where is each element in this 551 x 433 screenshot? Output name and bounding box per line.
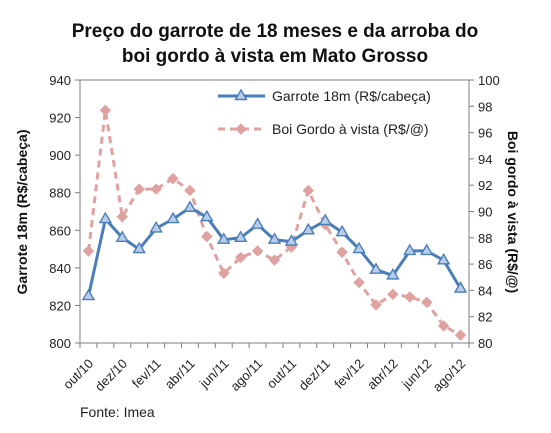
boi-gordo-point: [184, 184, 196, 197]
left-tick-label: 860: [49, 223, 71, 238]
boi-gordo-point: [234, 251, 247, 264]
garrote-point: [284, 234, 299, 246]
garrote-point: [369, 262, 383, 274]
x-tick-label: ago/12: [430, 356, 469, 395]
boi-gordo-point: [404, 291, 416, 303]
boi-gordo-point: [167, 172, 179, 185]
plot-frame: [79, 79, 470, 344]
chart-title-line-2: boi gordo à vista em Mato Grosso: [122, 46, 428, 67]
garrote-point: [403, 243, 417, 256]
x-tick-label: fev/11: [129, 356, 164, 391]
source-note: Fonte: Imea: [80, 404, 155, 420]
garrote-point: [453, 281, 468, 293]
left-tick-label: 840: [49, 261, 71, 276]
garrote-point: [250, 217, 265, 229]
right-axis-ticks: 80 82 84 86 88 90 92 94 96 98 100: [469, 73, 500, 351]
garrote-point: [115, 230, 129, 242]
boi-gordo-point: [133, 183, 145, 195]
boi-gordo-point: [218, 267, 230, 280]
x-tick-label: dez/11: [296, 356, 334, 394]
x-tick-label: dez/10: [92, 356, 130, 394]
left-axis-ticks: 800 820 840 860 880 900 920 940: [49, 73, 80, 351]
boi-gordo-point: [336, 246, 348, 258]
garrote-point: [352, 241, 366, 254]
boi-gordo-point: [353, 276, 365, 289]
right-tick-label: 80: [478, 336, 492, 351]
garrote-point: [233, 230, 248, 242]
boi-gordo-point: [387, 288, 399, 301]
garrote-point: [183, 200, 197, 212]
x-tick-label: out/10: [60, 356, 96, 392]
right-tick-label: 92: [478, 178, 492, 193]
x-tick-label: ago/11: [227, 356, 265, 394]
legend-garrote-marker: [234, 88, 248, 101]
right-tick-label: 84: [478, 283, 492, 298]
garrote-point: [217, 232, 231, 244]
boi-gordo-point: [437, 320, 450, 332]
x-tick-label: abr/11: [162, 356, 198, 392]
chart-title-line-1: Preço do garrote de 18 meses e da arroba…: [72, 21, 479, 42]
garrote-point: [98, 211, 113, 224]
left-tick-label: 820: [49, 298, 71, 313]
left-tick-label: 800: [49, 336, 71, 351]
right-tick-label: 90: [478, 205, 492, 220]
boi-gordo-point: [82, 245, 95, 257]
boi-gordo-point: [150, 183, 162, 195]
garrote-point: [166, 211, 180, 224]
right-tick-label: 94: [478, 152, 492, 167]
legend: Garrote 18m (R$/cabeça) Boi Gordo à vist…: [218, 88, 431, 137]
garrote-point: [132, 241, 146, 254]
x-tick-label: abr/12: [364, 356, 401, 393]
garrote-point: [335, 224, 349, 237]
garrote-point: [81, 288, 96, 301]
garrote-point: [318, 213, 332, 226]
boi-gordo-point: [201, 230, 213, 243]
legend-boi-marker: [235, 123, 247, 135]
x-tick-label: out/11: [264, 356, 299, 391]
boi-gordo-series-line: [87, 108, 462, 337]
left-tick-label: 880: [49, 186, 71, 201]
boi-gordo-point: [268, 254, 281, 266]
boi-gordo-point: [370, 299, 382, 311]
x-tick-label: jun/11: [196, 356, 232, 392]
garrote-point: [386, 267, 400, 280]
right-axis-title: Boi gordo à vista (R$/@): [505, 131, 521, 293]
x-tick-label: jun/12: [398, 356, 434, 392]
garrote-point: [301, 222, 316, 235]
plot-area: [79, 79, 470, 344]
boi-gordo-point: [116, 211, 128, 223]
right-tick-label: 88: [478, 231, 492, 246]
garrote-point: [267, 232, 282, 244]
boi-gordo-point: [454, 329, 467, 341]
boi-gordo-point: [421, 296, 433, 308]
right-tick-label: 86: [478, 257, 492, 272]
right-tick-label: 98: [478, 99, 492, 114]
garrote-point: [420, 243, 434, 256]
garrote-point: [436, 252, 451, 265]
garrote-point: [200, 209, 214, 222]
boi-gordo-point: [251, 245, 264, 257]
series-layer: [81, 104, 468, 341]
right-tick-label: 100: [478, 73, 500, 88]
left-axis-title: Garrote 18m (R$/cabeça): [14, 130, 30, 295]
boi-gordo-point: [302, 184, 315, 197]
boi-gordo-point: [99, 104, 112, 116]
right-tick-label: 82: [478, 310, 492, 325]
legend-boi-label: Boi Gordo à vista (R$/@): [272, 121, 429, 137]
x-axis-ticks: out/10dez/10fev/11abr/11jun/11ago/11out/…: [60, 343, 470, 395]
right-tick-label: 96: [478, 126, 492, 141]
legend-garrote-label: Garrote 18m (R$/cabeça): [272, 88, 431, 104]
left-tick-label: 940: [49, 73, 71, 88]
left-tick-label: 900: [49, 148, 71, 163]
garrote-point: [149, 221, 163, 233]
left-tick-label: 920: [49, 111, 71, 126]
x-tick-label: fev/12: [331, 356, 367, 392]
